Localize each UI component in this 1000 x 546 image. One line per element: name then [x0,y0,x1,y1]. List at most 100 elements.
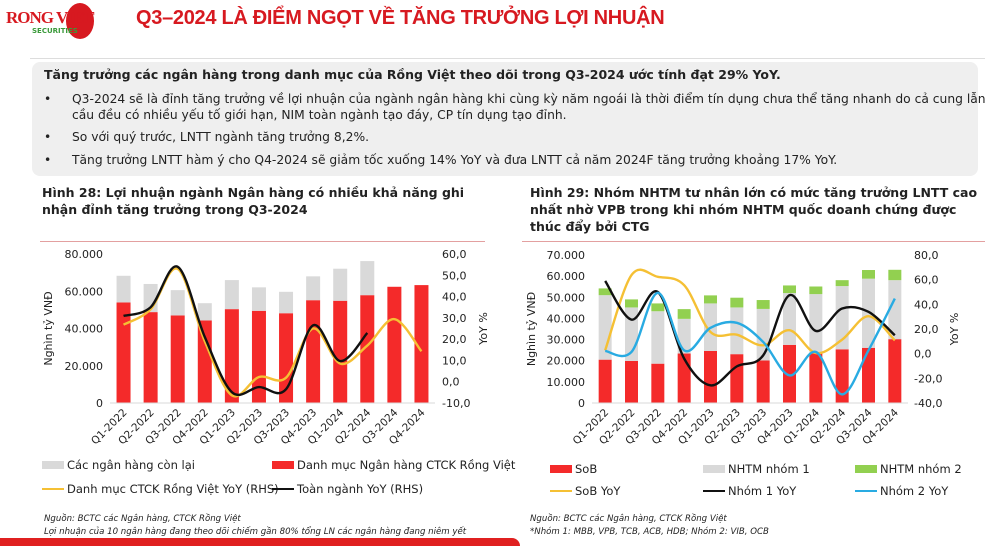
y-axis-title: Nghìn tỷ VNĐ [42,291,55,365]
y-tick-label: 50.000 [547,291,586,304]
legend-item: SoB [550,462,597,476]
legend-label: Toàn ngành YoY (RHS) [297,482,424,496]
bar [651,363,665,403]
series-line [604,291,896,396]
y2-tick-label: 40,0 [914,298,939,311]
legend-label: Các ngân hàng còn lại [67,458,195,472]
y2-tick-label: -10,0 [442,397,470,410]
bar [170,290,185,316]
series-line [604,268,896,355]
footnote-left: Nguồn: BCTC các Ngân hàng, CTCK Rồng Việ… [44,514,467,537]
legend-item: SoB YoY [550,484,620,498]
bar [809,353,823,403]
bar [862,347,875,403]
legend-item: Danh mục CTCK Rồng Việt YoY (RHS) [42,482,279,496]
bar [116,275,131,303]
series-line [123,265,369,397]
bar [143,312,158,403]
legend-swatch-icon [550,465,572,473]
y2-axis-title: YoY % [948,313,961,347]
chart-left: 0 20.000 40.000 60.000 80.000 -10,0 0,0 10,0 20,… [42,248,490,447]
bar [224,280,239,310]
legend-item: Danh mục Ngân hàng CTCK Rồng Việt [272,458,515,472]
y2-tick-label: 80,0 [914,249,939,262]
y-tick-label: 0 [578,397,585,410]
bar [333,300,348,403]
bar [360,295,375,403]
legend-item: Nhóm 1 YoY [703,484,796,498]
y2-tick-label: 60,0 [914,274,939,287]
bar [598,359,612,403]
bar [251,287,266,311]
bar [333,268,348,301]
legend-item: Nhóm 2 YoY [855,484,948,498]
legend-label: SoB [575,462,598,476]
logo-subtext: SECURITIES [32,27,78,35]
y2-tick-label: 40,0 [442,291,467,304]
y-tick-label: 20.000 [547,355,586,368]
bar [224,309,239,403]
y2-tick-label: -40,0 [914,397,942,410]
y-tick-label: 60.000 [547,270,586,283]
bar [756,308,770,361]
footer-accent-bar [0,538,520,546]
bar [888,280,902,340]
legend-label: Danh mục Ngân hàng CTCK Rồng Việt [297,458,516,472]
bar [809,294,823,354]
bar [116,302,131,403]
y2-tick-label: 30,0 [442,312,467,325]
chart-right: 0 10.000 20.000 30.000 40.000 50.000 60.000 70.… [525,249,961,447]
legend-line-icon [550,490,572,492]
legend-item: NHTM nhóm 2 [855,462,962,476]
bar [414,285,429,403]
y2-tick-label: 20,0 [914,323,939,336]
chart-title-left: Hình 28: Lợi nhuận ngành Ngân hàng có nh… [42,185,465,217]
y2-tick-label: 0,0 [914,348,932,361]
y-tick-label: 20.000 [65,360,104,373]
page-title: Q3–2024 LÀ ĐIỂM NGỌT VỀ TĂNG TRƯỞNG LỢI … [136,7,665,29]
legend-line-icon [703,490,725,492]
legend-item: Toàn ngành YoY (RHS) [272,482,423,496]
rong-viet-dragon-logo-icon [66,3,94,39]
bar [387,286,402,403]
bar [835,280,849,287]
y-tick-label: 30.000 [547,334,586,347]
series-line [604,280,896,387]
y2-tick-label: -20,0 [914,372,942,385]
bar [835,349,849,403]
y2-tick-label: 0,0 [442,376,460,389]
bar [598,288,612,296]
bar [197,303,212,321]
legend-label: Danh mục CTCK Rồng Việt YoY (RHS) [67,482,279,496]
legend-swatch-icon [855,465,877,473]
y-tick-label: 80.000 [65,248,104,261]
bullet-icon: • [44,153,52,167]
bullet-icon: • [44,92,52,106]
y2-tick-label: 60,0 [442,248,467,261]
bullet-icon: • [44,130,52,144]
y2-axis-title: YoY % [477,312,490,346]
bar [651,311,665,364]
legend-line-icon [855,490,877,492]
bar [170,315,185,403]
bar [888,269,902,281]
bar [756,300,770,309]
bar [625,360,638,403]
bar [809,286,823,295]
legend-label: Nhóm 1 YoY [728,484,797,498]
bar [197,320,212,403]
y-tick-label: 40.000 [547,312,586,325]
divider [30,58,985,59]
y-tick-label: 60.000 [65,285,104,298]
bar [730,354,744,403]
summary-heading: Tăng trưởng các ngân hàng trong danh mục… [44,67,781,82]
bar [704,350,717,403]
bar [651,303,665,312]
bar [783,285,796,294]
legend-swatch-icon [272,461,294,469]
bar [306,276,321,301]
divider [522,241,985,242]
bar [360,261,375,296]
legend-swatch-icon [42,461,64,469]
y-tick-label: 70.000 [547,249,586,262]
